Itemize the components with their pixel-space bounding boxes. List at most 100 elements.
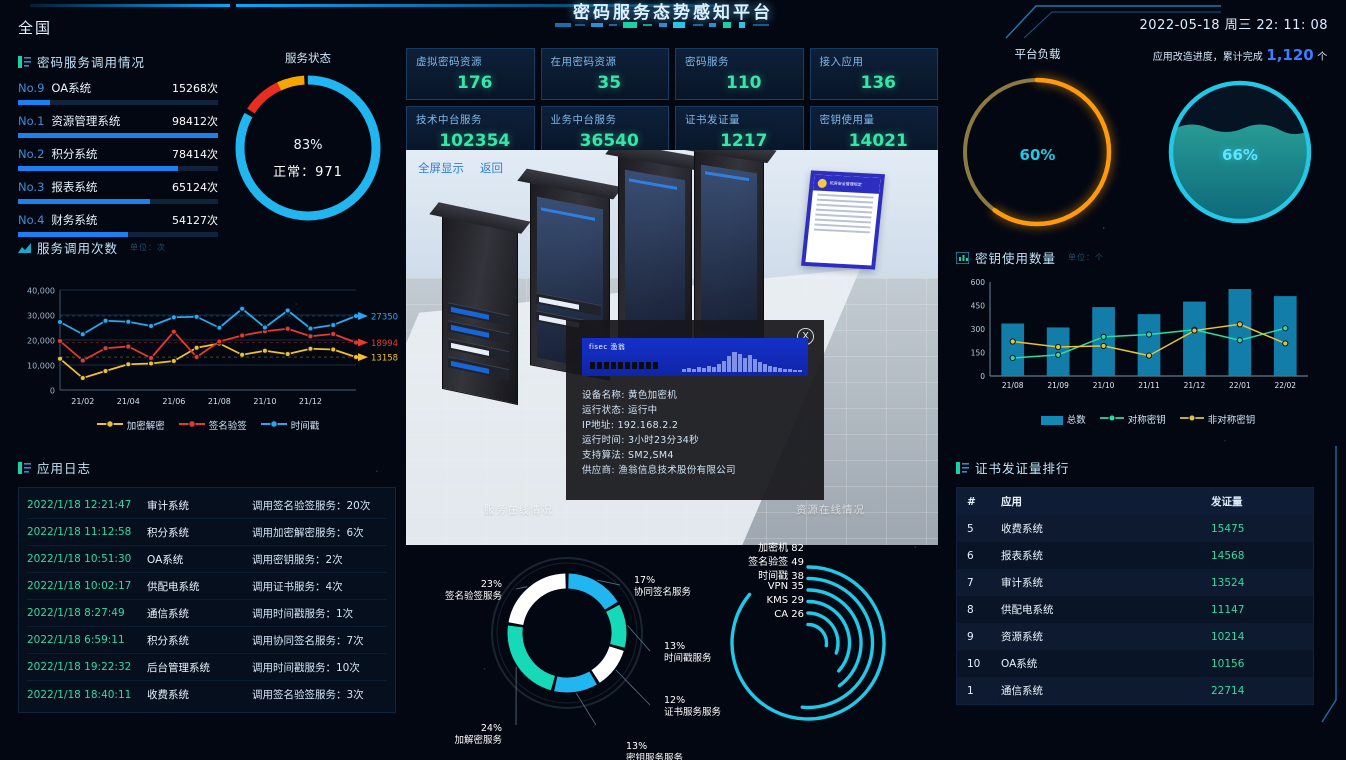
poster-badge-icon bbox=[817, 178, 828, 188]
key-usage-legend: 总数 对称密钥 非对称密钥 bbox=[956, 412, 1340, 426]
platform-load-caption: 平台负载 bbox=[1014, 47, 1061, 61]
log-row[interactable]: 2022/1/18 11:12:58 积分系统 调用加密解密服务：6次 bbox=[27, 519, 387, 546]
svg-text:21/06: 21/06 bbox=[162, 397, 185, 406]
legend-item[interactable]: 签名验签 bbox=[178, 418, 247, 432]
legend-item[interactable]: 非对称密钥 bbox=[1179, 412, 1255, 426]
resource-radial-panel: 加密机 82 签名验签 49 时间戳 38 VPN 35 KMS 29 CA 26 bbox=[726, 543, 941, 725]
log-row[interactable]: 2022/1/18 10:51:30 OA系统 调用密钥服务：2次 bbox=[27, 546, 387, 573]
cell-rank: 8 bbox=[967, 603, 974, 616]
cell-rank: 5 bbox=[967, 522, 974, 535]
legend-label: 签名验签 bbox=[208, 421, 247, 432]
legend-label: 对称密钥 bbox=[1127, 415, 1166, 426]
pie-slice-label: 23% 签名验签服务 bbox=[410, 579, 502, 603]
datacenter-3d-scene[interactable]: 全屏显示 返回 机房安全管理规定 服务在线情况 资源在 bbox=[406, 150, 938, 545]
right-edge-decoration bbox=[1321, 446, 1337, 723]
log-row[interactable]: 2022/1/18 12:21:47 审计系统 调用签名验签服务：20次 bbox=[27, 492, 387, 519]
poster-line bbox=[815, 213, 872, 219]
table-row[interactable]: 7 审计系统 13524 bbox=[957, 569, 1313, 596]
kpi-card[interactable]: 技术中台服务 102354 bbox=[406, 106, 535, 158]
rack-top bbox=[681, 150, 777, 164]
key-usage-chart-panel: 密钥使用数量 单位：个 0 150 300 450 600 21/08 21/09 21/10… bbox=[956, 248, 1340, 426]
service-call-rank-list: No.9 OA系统 15268次 No.1 资源管理系统 98412次 No.2 积分系统 78… bbox=[18, 80, 218, 237]
back-button[interactable]: 返回 bbox=[480, 161, 503, 175]
rank-row[interactable]: No.2 积分系统 78414次 bbox=[18, 146, 218, 171]
legend-item[interactable]: 时间戳 bbox=[260, 418, 319, 432]
key-usage-chart-title: 密钥使用数量 单位：个 bbox=[956, 248, 1340, 267]
service-calls-legend: 加密解密 签名验签 时间戳 bbox=[18, 418, 398, 432]
service-status-donut-chart bbox=[235, 75, 381, 221]
log-detail: 调用密钥服务：2次 bbox=[252, 553, 343, 566]
kpi-value: 14021 bbox=[848, 131, 908, 151]
legend-swatch bbox=[1040, 416, 1063, 425]
kpi-label: 接入应用 bbox=[819, 56, 864, 68]
service-status-percent: 83% bbox=[293, 138, 323, 153]
cell-app: 收费系统 bbox=[1001, 523, 1043, 535]
svg-text:450: 450 bbox=[971, 302, 986, 311]
log-row[interactable]: 2022/1/18 19:22:32 后台管理系统 调用时间戳服务：10次 bbox=[27, 654, 387, 681]
rank-row[interactable]: No.1 资源管理系统 98412次 bbox=[18, 113, 218, 138]
server-rack-1[interactable] bbox=[429, 202, 531, 406]
panel-title-text: 证书发证量排行 bbox=[975, 461, 1070, 476]
kpi-card[interactable]: 业务中台服务 36540 bbox=[540, 106, 669, 158]
table-row[interactable]: 10 OA系统 10156 bbox=[957, 650, 1313, 677]
log-row[interactable]: 2022/1/18 8:27:49 通信系统 调用时间戳服务：1次 bbox=[27, 600, 387, 627]
legend-swatch bbox=[178, 419, 205, 429]
table-row[interactable]: 9 资源系统 10214 bbox=[957, 623, 1313, 650]
rank-progress-bar bbox=[18, 100, 218, 105]
svg-text:300: 300 bbox=[971, 325, 986, 334]
log-time: 2022/1/18 19:22:32 bbox=[27, 661, 132, 673]
legend-item[interactable]: 加密解密 bbox=[96, 418, 165, 432]
rank-row[interactable]: No.3 报表系统 65124次 bbox=[18, 179, 218, 204]
rank-value: 15268次 bbox=[172, 82, 218, 95]
device-detail-dialog[interactable]: X fisec 渔翁 设备名称: 黄色加密机 运行状态: 运行中 IP地址: 192… bbox=[566, 320, 824, 500]
bar-chart-icon bbox=[956, 251, 969, 264]
rank-app-name: 积分系统 bbox=[51, 147, 98, 161]
fullscreen-button[interactable]: 全屏显示 bbox=[418, 161, 464, 175]
log-app: OA系统 bbox=[147, 553, 184, 566]
header-bar-left bbox=[30, 4, 230, 7]
list-icon bbox=[956, 461, 969, 474]
table-row[interactable]: 8 供配电系统 11147 bbox=[957, 596, 1313, 623]
svg-text:0: 0 bbox=[980, 372, 985, 381]
svg-text:20,000: 20,000 bbox=[27, 337, 55, 346]
service-calls-chart-panel: 服务调用次数 单位：次 0 10,000 20,000 30,000 40,000 21/… bbox=[18, 238, 398, 432]
legend-swatch bbox=[1099, 413, 1124, 423]
log-row[interactable]: 2022/1/18 6:59:11 积分系统 调用协同签名服务：7次 bbox=[27, 627, 387, 654]
app-log-title: 应用日志 bbox=[18, 458, 396, 477]
device-detail-row: 运行状态: 运行中 bbox=[582, 405, 658, 416]
rank-row[interactable]: No.9 OA系统 15268次 bbox=[18, 80, 218, 105]
col-app: 应用 bbox=[1001, 496, 1022, 508]
rank-value: 78414次 bbox=[172, 148, 218, 161]
kpi-card[interactable]: 接入应用 136 bbox=[809, 48, 938, 100]
legend-item[interactable]: 对称密钥 bbox=[1099, 412, 1166, 426]
kpi-card[interactable]: 在用密码资源 35 bbox=[540, 48, 669, 100]
panel-title-text: 应用日志 bbox=[37, 461, 92, 476]
cell-count: 14568 bbox=[1211, 549, 1245, 562]
svg-text:21/08: 21/08 bbox=[1002, 381, 1024, 390]
rank-value: 98412次 bbox=[172, 115, 218, 128]
cert-rank-title: 证书发证量排行 bbox=[956, 458, 1314, 477]
svg-text:21/04: 21/04 bbox=[117, 397, 140, 406]
kpi-card[interactable]: 密码服务 110 bbox=[675, 48, 804, 100]
pie-slice-value: 23% bbox=[480, 579, 502, 590]
device-ports bbox=[590, 362, 658, 369]
kpi-value: 1217 bbox=[720, 131, 768, 151]
kpi-card[interactable]: 虚拟密码资源 176 bbox=[406, 48, 535, 100]
poster-line bbox=[817, 193, 874, 199]
svg-text:21/10: 21/10 bbox=[1093, 381, 1115, 390]
log-row[interactable]: 2022/1/18 18:40:11 收费系统 调用签名验签服务：3次 bbox=[27, 681, 387, 708]
log-app: 后台管理系统 bbox=[147, 661, 210, 674]
kpi-label: 虚拟密码资源 bbox=[416, 56, 482, 68]
svg-text:600: 600 bbox=[971, 278, 986, 287]
table-row[interactable]: 6 报表系统 14568 bbox=[957, 542, 1313, 569]
legend-item[interactable]: 总数 bbox=[1040, 412, 1086, 426]
kpi-label: 业务中台服务 bbox=[550, 114, 617, 126]
poster-line bbox=[816, 198, 874, 204]
log-row[interactable]: 2022/1/18 10:02:17 供配电系统 调用证书服务：4次 bbox=[27, 573, 387, 600]
table-row[interactable]: 5 收费系统 15475 bbox=[957, 515, 1313, 542]
rank-row[interactable]: No.4 财务系统 54127次 bbox=[18, 212, 218, 237]
table-row[interactable]: 1 通信系统 22714 bbox=[957, 677, 1313, 704]
app-log-table: 2022/1/18 12:21:47 审计系统 调用签名验签服务：20次 2022/1… bbox=[18, 487, 396, 713]
region-selector[interactable]: 全国 bbox=[18, 19, 53, 37]
rank-value: 54127次 bbox=[172, 214, 218, 227]
